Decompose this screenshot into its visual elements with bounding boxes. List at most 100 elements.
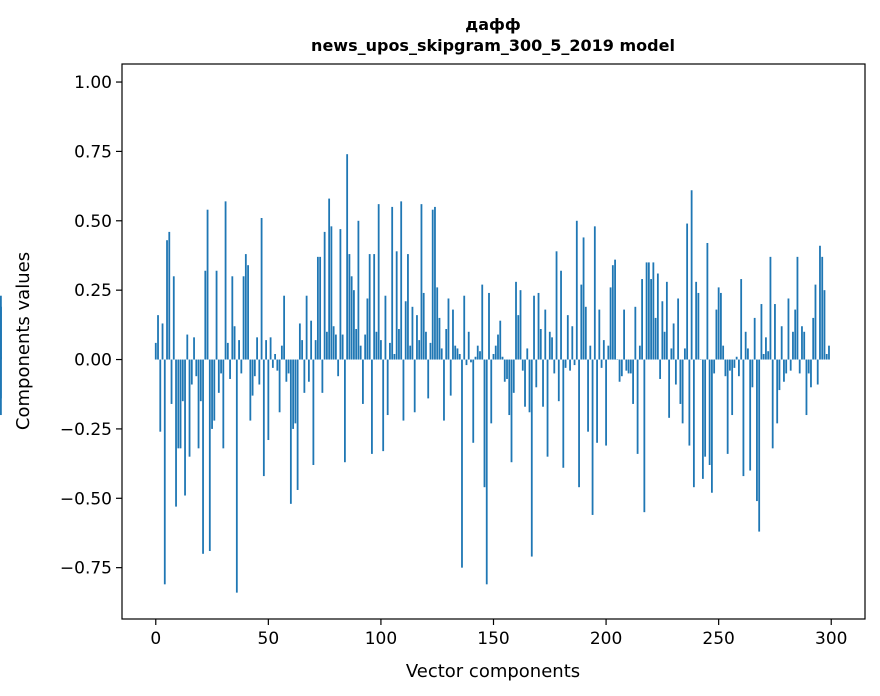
bar xyxy=(717,287,720,360)
bar xyxy=(389,342,391,360)
bar xyxy=(438,317,441,360)
bar xyxy=(494,345,497,360)
bar xyxy=(819,245,821,360)
bar xyxy=(393,353,396,360)
bar xyxy=(571,326,574,360)
bar xyxy=(688,359,691,446)
bar xyxy=(235,359,238,593)
y-tick-label: 0.50 xyxy=(74,212,112,232)
bar xyxy=(249,359,252,421)
bar xyxy=(593,226,596,360)
bar xyxy=(314,340,317,360)
bar xyxy=(454,345,457,360)
bar xyxy=(589,345,592,360)
bar xyxy=(519,290,522,360)
bar xyxy=(204,270,207,360)
bar xyxy=(375,331,378,360)
bar xyxy=(348,254,351,360)
bar xyxy=(323,231,326,360)
bar xyxy=(310,320,313,360)
y-tick-label: 1.00 xyxy=(74,73,112,93)
bar xyxy=(0,306,2,360)
bar xyxy=(391,206,394,360)
bar xyxy=(395,251,398,360)
bar xyxy=(740,279,743,360)
bar xyxy=(274,353,276,360)
bar xyxy=(168,231,171,360)
bar xyxy=(605,359,607,446)
bar xyxy=(566,315,569,360)
bar xyxy=(472,359,475,443)
bar xyxy=(503,359,506,382)
bar xyxy=(638,345,641,360)
bar xyxy=(303,359,306,393)
bar xyxy=(409,345,412,360)
bar xyxy=(490,359,493,424)
bar xyxy=(267,359,270,441)
bar xyxy=(384,295,387,360)
bar xyxy=(792,331,794,360)
bar xyxy=(645,262,648,360)
bar xyxy=(515,281,517,360)
bar xyxy=(362,359,364,404)
x-tick-label: 250 xyxy=(702,629,734,649)
bar xyxy=(467,331,470,360)
bar xyxy=(427,359,430,399)
bar xyxy=(253,359,256,377)
bar xyxy=(778,359,781,391)
bar xyxy=(611,265,614,360)
bar xyxy=(654,317,657,360)
bar xyxy=(573,359,576,366)
bar xyxy=(402,359,405,421)
bar xyxy=(681,359,684,424)
bar xyxy=(161,323,164,360)
bar xyxy=(377,204,380,360)
bar xyxy=(582,237,585,360)
bar xyxy=(271,359,274,368)
bar xyxy=(278,359,281,413)
bar xyxy=(652,262,655,360)
bar xyxy=(154,342,157,360)
plot-frame xyxy=(121,63,866,620)
bar xyxy=(229,359,231,379)
bar xyxy=(355,329,358,360)
bar xyxy=(258,359,261,385)
bar xyxy=(528,359,531,413)
bar xyxy=(465,359,468,366)
bar xyxy=(530,359,533,557)
bar xyxy=(170,359,173,404)
bar xyxy=(731,359,734,416)
bar xyxy=(720,292,722,360)
bar xyxy=(510,359,513,463)
bar xyxy=(562,359,565,468)
bar xyxy=(434,206,436,360)
bar xyxy=(373,254,376,360)
bar xyxy=(188,359,191,457)
bar xyxy=(425,331,427,360)
bar xyxy=(695,281,698,360)
bar xyxy=(596,359,598,443)
bar xyxy=(584,306,587,360)
x-tick-label: 150 xyxy=(477,629,509,649)
x-axis-label: Vector components xyxy=(406,661,580,682)
bar xyxy=(217,359,220,393)
y-tick-label: 0.75 xyxy=(74,142,112,162)
bar xyxy=(292,359,295,429)
bar xyxy=(812,317,815,360)
bar xyxy=(461,359,463,568)
bar xyxy=(670,348,673,360)
bar xyxy=(499,320,502,360)
bar xyxy=(769,256,772,360)
bar xyxy=(380,340,382,360)
bar xyxy=(307,359,310,382)
bar xyxy=(366,298,369,360)
bar xyxy=(298,323,301,360)
bar xyxy=(416,315,418,360)
bar xyxy=(215,270,218,360)
bar xyxy=(431,209,434,360)
bar xyxy=(780,326,783,360)
bar xyxy=(704,359,707,457)
bar xyxy=(551,337,553,360)
y-tick-label: −0.25 xyxy=(60,420,112,440)
bar xyxy=(600,359,603,368)
